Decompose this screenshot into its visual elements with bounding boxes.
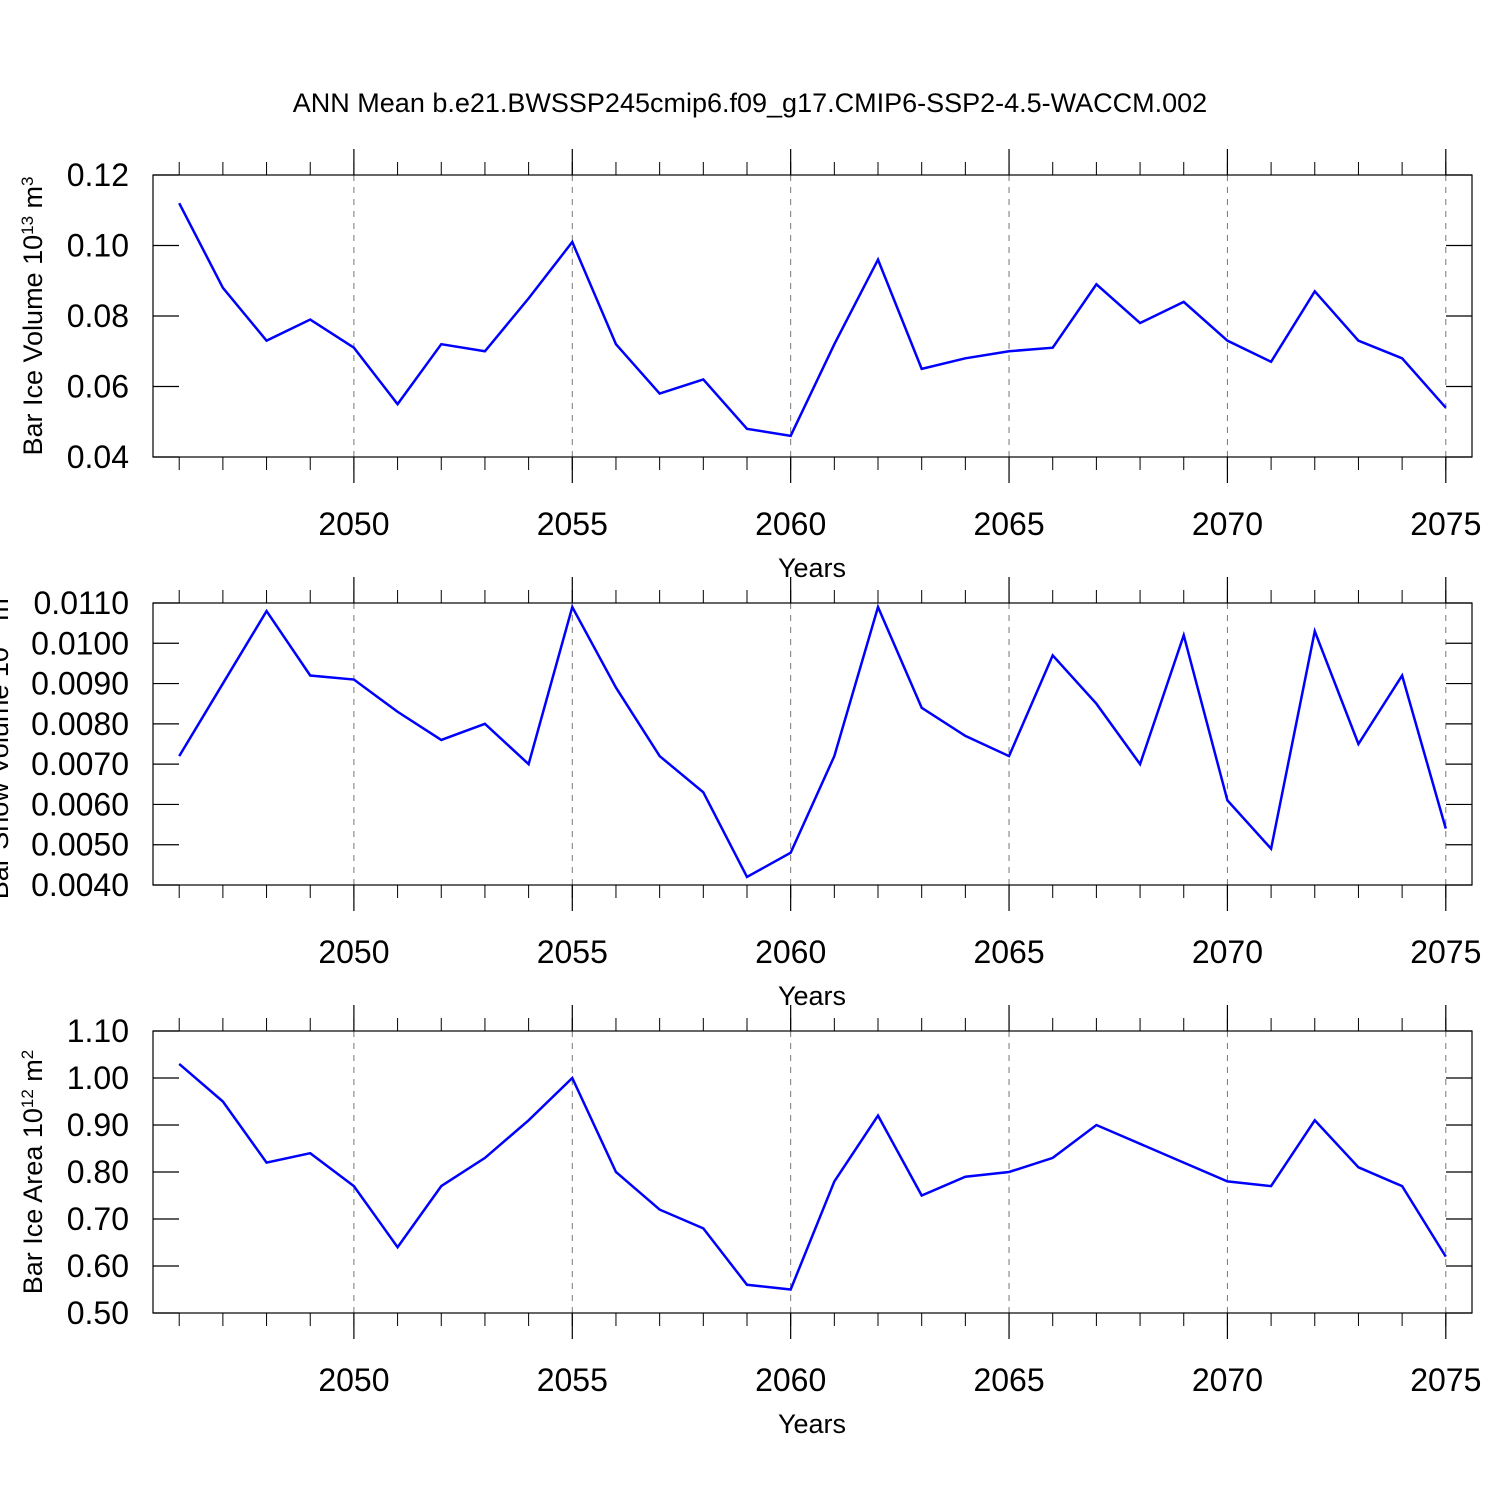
y-axis-label-part: Bar Ice Volume 10 — [18, 235, 48, 456]
y-axis-label-superscript: 3 — [0, 589, 3, 598]
x-tick-label: 2070 — [1192, 506, 1263, 542]
x-tick-label: 2075 — [1410, 934, 1481, 970]
x-tick-label: 2055 — [537, 506, 608, 542]
x-tick-label: 2065 — [973, 934, 1044, 970]
y-tick-label: 0.0060 — [31, 786, 129, 822]
x-tick-label: 2055 — [537, 1362, 608, 1398]
y-tick-label: 1.10 — [67, 1013, 129, 1049]
y-axis-label-part: m — [18, 186, 48, 216]
x-tick-label: 2075 — [1410, 1362, 1481, 1398]
y-axis-label-part: Bar Snow Volume 10 — [0, 647, 14, 899]
x-tick-label: 2060 — [755, 934, 826, 970]
y-tick-label: 0.70 — [67, 1201, 129, 1237]
panel: 2050 2055 2060 2065 2070 2075 0.04 0.06 0.08 0.10… — [18, 149, 1481, 583]
x-tick-label: 2050 — [318, 934, 389, 970]
y-tick-label: 0.0080 — [31, 706, 129, 742]
data-line — [178, 1062, 1447, 1291]
y-axis-label-superscript: 2 — [18, 1050, 37, 1059]
x-tick-label: 2050 — [318, 1362, 389, 1398]
x-tick-label: 2055 — [537, 934, 608, 970]
panel: 2050 2055 2060 2065 2070 2075 0.50 0.60 0.70 0.80… — [18, 1005, 1481, 1439]
y-tick-label: 0.10 — [67, 228, 129, 264]
data-line — [178, 603, 1447, 879]
x-tick-label: 2070 — [1192, 934, 1263, 970]
x-tick-label: 2065 — [973, 1362, 1044, 1398]
x-tick-label: 2065 — [973, 506, 1044, 542]
x-tick-label: 2060 — [755, 1362, 826, 1398]
y-axis-label: Bar Snow Volume 1013 m3 — [0, 589, 14, 900]
y-tick-label: 0.90 — [67, 1107, 129, 1143]
y-axis-label-superscript: 13 — [0, 628, 3, 647]
y-tick-label: 0.60 — [67, 1248, 129, 1284]
plot-frame — [152, 174, 1473, 458]
y-axis-label-part: m — [18, 1059, 48, 1089]
y-tick-label: 0.04 — [67, 439, 129, 475]
x-tick-label: 2070 — [1192, 1362, 1263, 1398]
x-axis-label: Years — [778, 981, 846, 1011]
x-tick-label: 2050 — [318, 506, 389, 542]
y-tick-label: 1.00 — [67, 1060, 129, 1096]
y-tick-label: 0.80 — [67, 1154, 129, 1190]
figure-title: ANN Mean b.e21.BWSSP245cmip6.f09_g17.CMI… — [293, 88, 1207, 118]
plot-frame — [152, 1030, 1473, 1314]
data-line — [178, 202, 1447, 438]
panel: 2050 2055 2060 2065 2070 2075 0.0040 0.0050 0.00… — [0, 577, 1481, 1011]
y-tick-label: 0.0110 — [34, 585, 130, 621]
x-axis-label: Years — [778, 1409, 846, 1439]
y-tick-label: 0.06 — [67, 369, 129, 405]
y-axis-label-part: Bar Ice Area 10 — [18, 1108, 48, 1294]
y-axis-label-part: m — [0, 598, 14, 628]
y-axis-label-superscript: 13 — [18, 216, 37, 235]
y-tick-label: 0.0040 — [31, 867, 129, 903]
x-tick-label: 2060 — [755, 506, 826, 542]
y-tick-label: 0.12 — [67, 157, 129, 193]
y-axis-label-superscript: 3 — [18, 176, 37, 185]
x-tick-label: 2075 — [1410, 506, 1481, 542]
y-tick-label: 0.0100 — [31, 625, 129, 661]
y-tick-label: 0.50 — [67, 1295, 129, 1331]
y-axis-label-superscript: 12 — [18, 1089, 37, 1108]
y-axis-label: Bar Ice Volume 1013 m3 — [18, 176, 48, 455]
plot-frame — [152, 602, 1473, 886]
y-tick-label: 0.0070 — [31, 746, 129, 782]
x-axis-label: Years — [778, 553, 846, 583]
y-axis-label: Bar Ice Area 1012 m2 — [18, 1050, 48, 1295]
y-tick-label: 0.0090 — [31, 666, 129, 702]
y-tick-label: 0.08 — [67, 298, 129, 334]
y-tick-label: 0.0050 — [31, 827, 129, 863]
